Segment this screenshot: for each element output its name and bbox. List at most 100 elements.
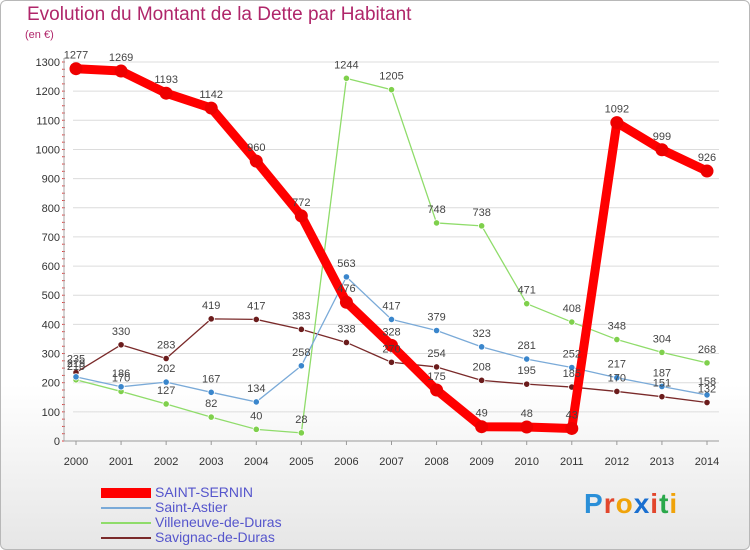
data-label: 43 [566,409,578,421]
data-point [432,326,441,335]
data-label: 186 [112,368,130,380]
data-point [294,209,308,223]
y-tick-label: 500 [42,290,60,302]
data-point [613,387,621,396]
data-label: 48 [521,408,533,420]
data-label: 202 [157,363,175,375]
data-point [162,378,170,386]
data-label: 268 [698,344,716,356]
data-point [430,383,444,397]
data-label: 476 [337,283,355,295]
legend-label: Villeneuve-de-Duras [155,514,282,530]
x-tick-label: 2013 [650,456,674,468]
y-tick-label: 100 [42,407,60,419]
data-label: 281 [518,340,536,352]
data-label: 379 [427,312,445,324]
data-point [432,219,441,227]
data-point [342,273,351,281]
data-point [342,74,351,82]
legend-swatch [101,521,151,524]
logo-letter: r [603,488,616,519]
logo-letter: P [584,488,604,519]
data-point [387,86,396,94]
data-point [385,338,398,352]
data-label: 270 [382,343,400,355]
data-label: 1277 [64,50,88,62]
data-label: 383 [292,310,310,322]
data-point [159,86,173,100]
data-label: 926 [698,152,716,164]
data-point [658,382,666,391]
data-point [387,315,396,324]
data-label: 283 [157,339,175,351]
y-tick-label: 600 [42,261,60,273]
data-label: 187 [653,367,671,379]
data-label: 167 [202,373,220,385]
data-point [658,348,666,356]
data-label: 254 [427,348,445,360]
data-label: 132 [698,384,716,396]
x-tick-label: 2002 [154,456,178,468]
data-label: 175 [427,371,445,383]
data-label: 328 [382,326,400,338]
y-tick-label: 300 [42,349,60,361]
y-tick-label: 700 [42,232,60,244]
y-tick-label: 1300 [36,57,60,69]
data-label: 151 [653,378,671,390]
data-point [207,388,215,396]
data-label: 417 [247,300,265,312]
data-label: 563 [337,258,355,270]
data-point [252,315,260,324]
data-label: 417 [382,300,400,312]
data-label: 28 [295,414,307,426]
x-tick-label: 2003 [199,456,223,468]
legend-swatch [101,506,151,509]
data-label: 195 [518,365,536,377]
y-tick-label: 800 [42,203,60,215]
data-label: 304 [653,333,671,345]
x-tick-label: 2006 [334,456,358,468]
data-point [204,101,218,115]
data-point [520,420,534,434]
data-point [568,363,576,372]
data-label: 158 [698,376,716,388]
y-tick-label: 1000 [36,144,60,156]
data-label: 1193 [154,74,178,86]
data-label: 49 [476,408,488,420]
logo-letter: x [633,488,651,519]
data-label: 127 [157,385,175,397]
x-tick-label: 2010 [514,456,538,468]
data-point [703,359,711,367]
x-tick-label: 2014 [695,456,719,468]
x-tick-label: 2001 [109,456,133,468]
data-point [207,315,215,323]
data-point [655,143,669,157]
y-tick-label: 900 [42,174,60,186]
data-point [432,363,441,371]
data-point [523,380,531,388]
data-point [252,425,260,433]
data-point [297,362,305,370]
data-point [610,116,624,130]
data-label: 82 [205,398,217,410]
data-point [387,358,396,366]
legend-swatch [101,487,151,498]
data-label: 471 [518,285,536,297]
data-label: 208 [472,361,490,373]
logo-letter: i [669,488,679,519]
logo-letter: t [659,488,670,519]
x-tick-label: 2007 [379,456,403,468]
data-label: 1092 [605,104,629,116]
data-label: 219 [67,358,85,370]
legend-label: Savignac-de-Duras [155,529,275,545]
data-label: 738 [472,207,490,219]
y-tick-label: 1200 [36,86,60,98]
data-label: 330 [112,326,130,338]
data-point [114,64,128,78]
data-label: 1142 [199,89,223,101]
data-label: 134 [247,383,265,395]
data-point [249,154,263,168]
y-tick-label: 200 [42,378,60,390]
